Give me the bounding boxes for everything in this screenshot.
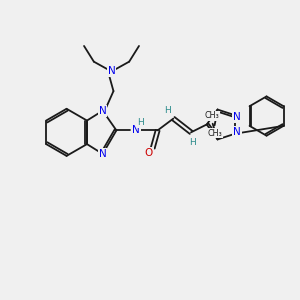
Text: N: N bbox=[233, 127, 241, 137]
Text: O: O bbox=[145, 148, 153, 158]
Text: N: N bbox=[99, 149, 106, 159]
Text: CH₃: CH₃ bbox=[207, 129, 222, 138]
Text: N: N bbox=[132, 125, 140, 135]
Text: H: H bbox=[190, 138, 196, 147]
Text: N: N bbox=[233, 112, 241, 122]
Text: H: H bbox=[138, 118, 144, 127]
Text: H: H bbox=[164, 106, 171, 115]
Text: N: N bbox=[99, 106, 106, 116]
Text: N: N bbox=[108, 67, 116, 76]
Text: CH₃: CH₃ bbox=[204, 111, 219, 120]
